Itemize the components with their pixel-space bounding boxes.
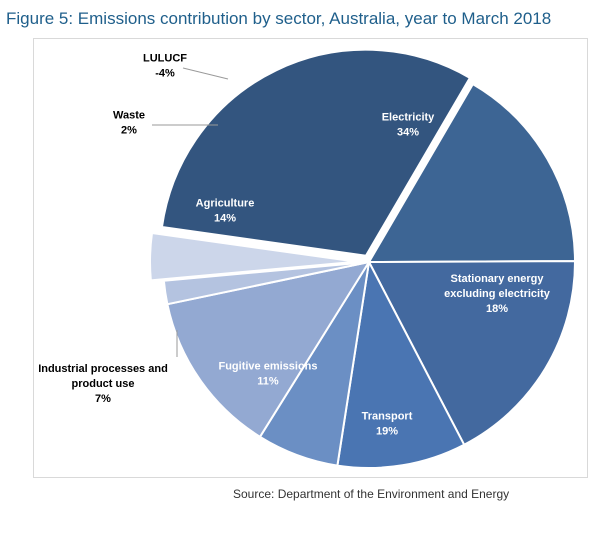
slice-name: excluding electricity bbox=[444, 288, 551, 300]
slice-label-fugitive-emissions: Fugitive emissions 11% bbox=[218, 361, 317, 388]
pie-slice-lulucf bbox=[149, 231, 357, 282]
slice-label-lulucf: LULUCF -4% bbox=[143, 53, 187, 80]
slice-name: product use bbox=[72, 378, 135, 390]
slice-value: 34% bbox=[397, 127, 419, 139]
slice-value: 14% bbox=[214, 213, 236, 225]
slice-name: Stationary energy bbox=[451, 273, 545, 285]
slice-name: LULUCF bbox=[143, 53, 187, 65]
slice-value: 11% bbox=[257, 376, 279, 388]
chart-frame bbox=[33, 38, 588, 478]
slice-name: Agriculture bbox=[196, 198, 255, 210]
slice-label-waste: Waste 2% bbox=[113, 110, 145, 137]
slice-label-stationary-energy-excluding-electricity: Stationary energy excluding electricity 18… bbox=[444, 273, 551, 315]
pie-slice-stationary-energy-excluding-electricity bbox=[367, 82, 577, 264]
pie-slice-electricity bbox=[160, 48, 472, 257]
slice-value: 2% bbox=[121, 125, 137, 137]
slice-value: 19% bbox=[376, 426, 398, 438]
leader-lines bbox=[152, 67, 229, 357]
slice-label-agriculture: Agriculture 14% bbox=[196, 198, 255, 225]
pie-slices bbox=[149, 48, 577, 469]
slice-name: Electricity bbox=[382, 112, 435, 124]
slice-name: Fugitive emissions bbox=[218, 361, 317, 373]
slice-label-transport: Transport 19% bbox=[362, 411, 413, 438]
pie-slice-waste bbox=[162, 261, 370, 306]
slice-value: 18% bbox=[486, 303, 508, 315]
leader-line-lulucf bbox=[182, 67, 229, 80]
chart-title: Figure 5: Emissions contribution by sect… bbox=[6, 9, 552, 28]
slice-value: -4% bbox=[155, 68, 175, 80]
slice-value: 7% bbox=[95, 393, 111, 405]
slice-name: Waste bbox=[113, 110, 145, 122]
slice-label-electricity: Electricity 34% bbox=[382, 112, 435, 139]
slice-labels: Electricity 34% Stationary energy excluding… bbox=[38, 53, 551, 438]
slice-name: Industrial processes and bbox=[38, 363, 168, 375]
pie-slice-agriculture bbox=[166, 260, 372, 439]
slice-label-industrial-processes-and-product-use: Industrial processes and product use 7% bbox=[38, 363, 168, 405]
source-note: Source: Department of the Environment an… bbox=[233, 487, 510, 501]
pie-slice-transport bbox=[367, 260, 576, 447]
pie-slice-fugitive-emissions bbox=[336, 258, 466, 469]
slice-name: Transport bbox=[362, 411, 413, 423]
